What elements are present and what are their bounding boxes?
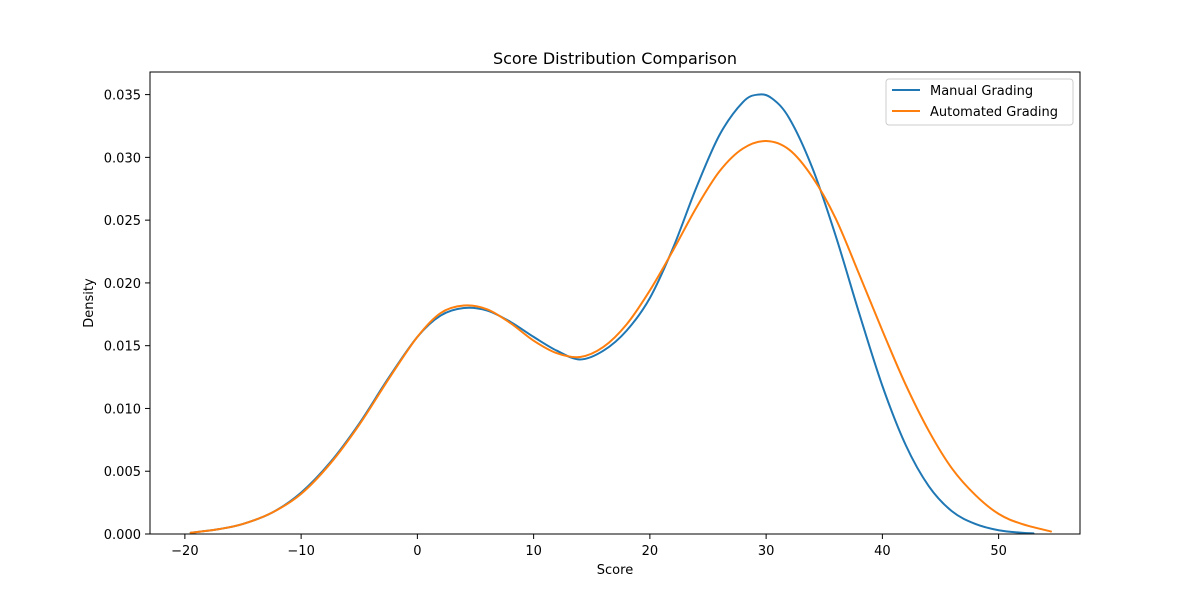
y-tick-label: 0.015 bbox=[104, 340, 141, 355]
legend: Manual Grading Automated Grading bbox=[885, 78, 1074, 126]
x-tick-label: 10 bbox=[525, 544, 542, 559]
x-tick-label: 40 bbox=[874, 544, 891, 559]
y-tick-label: 0.030 bbox=[104, 151, 141, 166]
x-tick-label: −20 bbox=[171, 544, 198, 559]
x-axis-label: Score bbox=[597, 563, 633, 578]
legend-label-manual-grading: Manual Grading bbox=[930, 84, 1033, 99]
chart-title: Score Distribution Comparison bbox=[493, 49, 737, 68]
x-tick-label: −10 bbox=[287, 544, 314, 559]
ticks-layer: −20 −10 0 10 20 30 40 50 0.000 0.005 0.010 0.015 0.0… bbox=[104, 89, 1007, 559]
y-axis-label: Density bbox=[82, 278, 97, 328]
x-tick-label: 20 bbox=[642, 544, 659, 559]
y-tick-label: 0.000 bbox=[104, 528, 141, 543]
y-tick-label: 0.035 bbox=[104, 89, 141, 104]
series-line-automated-grading bbox=[189, 140, 1052, 534]
y-tick-label: 0.020 bbox=[104, 277, 141, 292]
plot-frame bbox=[149, 71, 1081, 535]
x-tick-label: 30 bbox=[758, 544, 775, 559]
y-tick-label: 0.025 bbox=[104, 214, 141, 229]
x-tick-label: 50 bbox=[990, 544, 1007, 559]
series-line-manual-grading bbox=[189, 93, 1035, 535]
x-tick-label: 0 bbox=[413, 544, 421, 559]
series-layer bbox=[189, 93, 1052, 535]
legend-box bbox=[885, 78, 1074, 126]
legend-label-automated-grading: Automated Grading bbox=[930, 105, 1058, 120]
y-tick-label: 0.010 bbox=[104, 402, 141, 417]
y-tick-label: 0.005 bbox=[104, 465, 141, 480]
